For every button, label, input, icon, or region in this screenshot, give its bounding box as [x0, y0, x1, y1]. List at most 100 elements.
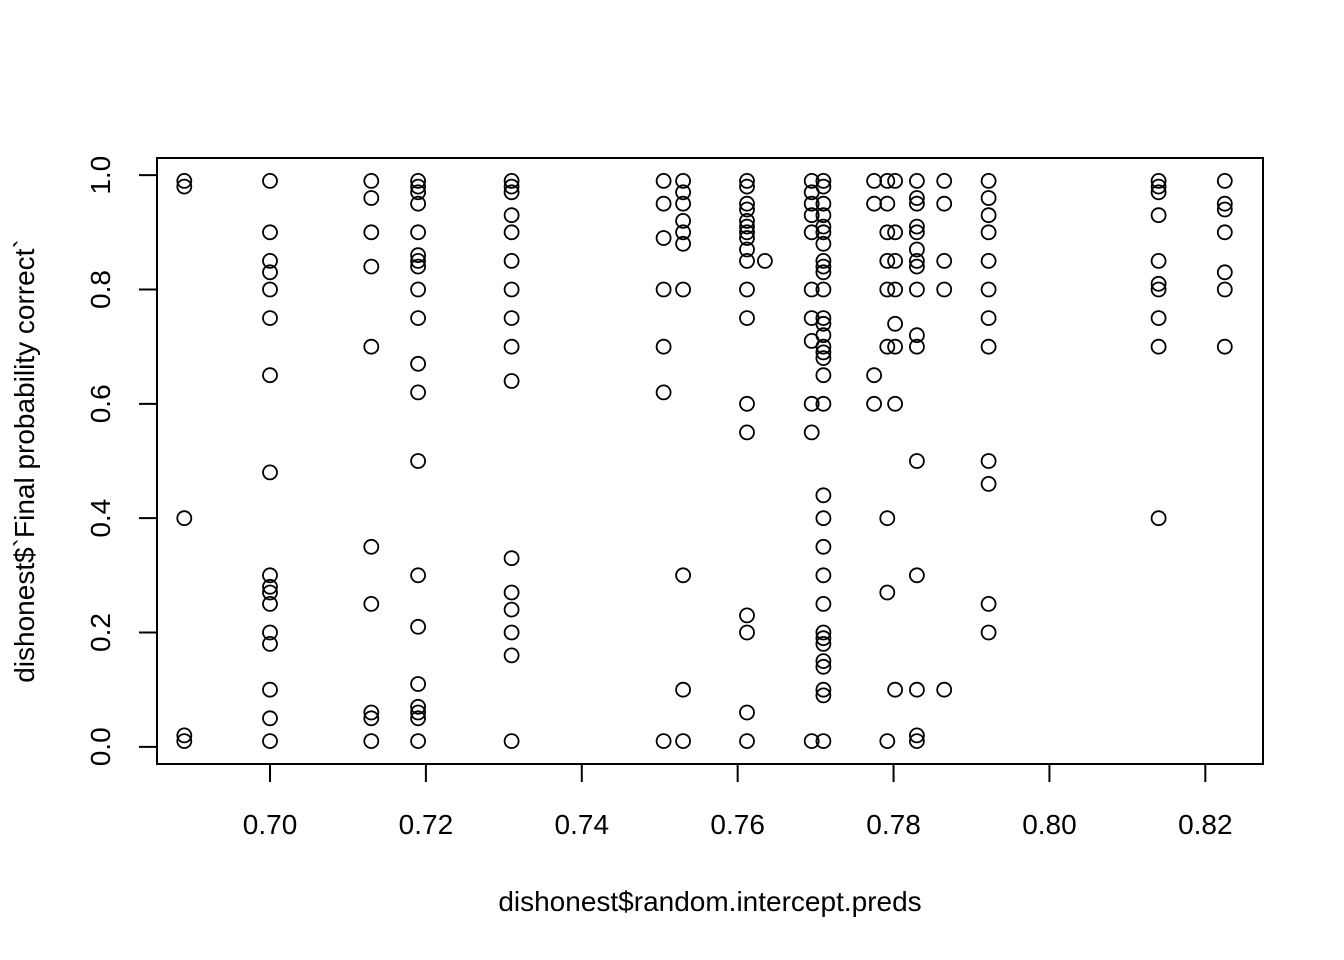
data-point: [815, 224, 832, 241]
data-point: [909, 195, 925, 212]
data-point: [879, 195, 896, 212]
data-point: [815, 367, 832, 384]
data-point: [739, 310, 755, 327]
data-point: [503, 281, 520, 298]
data-point: [887, 315, 903, 332]
x-tick-label: 0.78: [866, 809, 921, 840]
data-point: [363, 172, 380, 189]
data-point: [176, 733, 193, 749]
y-tick-label: 0.6: [85, 384, 116, 423]
y-tick-label: 0.2: [85, 613, 116, 652]
y-axis-title: dishonest$`Final probability correct`: [9, 239, 40, 683]
data-point: [675, 224, 691, 241]
data-point: [803, 424, 820, 441]
data-point: [675, 212, 691, 229]
data-point: [980, 338, 997, 355]
data-point: [675, 567, 691, 584]
data-point: [1150, 310, 1167, 327]
data-point: [503, 224, 520, 241]
data-point: [909, 727, 925, 744]
x-tick-label: 0.82: [1178, 809, 1233, 840]
data-point: [1216, 224, 1233, 241]
data-point: [410, 676, 427, 692]
data-point: [410, 184, 427, 201]
data-point: [410, 258, 427, 275]
data-point: [815, 338, 832, 355]
y-tick-label: 0.8: [85, 270, 116, 309]
data-point: [739, 218, 755, 235]
data-point: [739, 178, 755, 195]
data-point: [503, 624, 520, 641]
data-point: [675, 184, 691, 201]
data-point: [1150, 184, 1167, 201]
data-point: [866, 195, 882, 212]
data-point: [936, 195, 953, 212]
data-point: [815, 235, 832, 252]
data-point: [887, 681, 903, 698]
data-point: [1216, 338, 1233, 355]
data-point: [675, 172, 691, 189]
data-point: [815, 264, 832, 281]
data-point: [739, 230, 755, 246]
data-point: [739, 704, 755, 721]
data-point: [655, 281, 672, 298]
y-tick-label: 0.0: [85, 727, 116, 766]
data-point: [980, 310, 997, 327]
data-point: [262, 567, 278, 584]
data-point: [815, 653, 832, 669]
data-point: [655, 195, 672, 212]
data-point: [936, 681, 953, 698]
data-point: [803, 733, 820, 749]
data-point: [815, 315, 832, 332]
data-point: [815, 681, 832, 698]
data-point: [909, 241, 925, 258]
data-point: [1150, 338, 1167, 355]
data-point: [363, 704, 380, 721]
data-point: [262, 172, 278, 189]
data-point: [909, 681, 925, 698]
data-point: [815, 624, 832, 641]
x-tick-label: 0.74: [555, 809, 610, 840]
data-point: [815, 327, 832, 344]
data-point: [879, 733, 896, 749]
data-point: [739, 252, 755, 269]
data-point: [879, 224, 896, 241]
data-points: [176, 172, 1233, 749]
data-point: [980, 207, 997, 224]
data-point: [866, 367, 882, 384]
data-point: [815, 733, 832, 749]
data-point: [909, 172, 925, 189]
data-point: [410, 698, 427, 715]
data-point: [503, 172, 520, 189]
data-point: [879, 172, 896, 189]
data-point: [887, 338, 903, 355]
data-point: [262, 578, 278, 595]
x-tick-label: 0.76: [710, 809, 765, 840]
data-point: [887, 224, 903, 241]
data-point: [757, 252, 773, 269]
data-point: [936, 281, 953, 298]
data-point: [815, 252, 832, 269]
data-point: [675, 681, 691, 698]
data-point: [176, 178, 193, 195]
data-point: [262, 252, 278, 269]
data-point: [1150, 275, 1167, 292]
data-point: [1150, 510, 1167, 527]
data-point: [655, 230, 672, 246]
data-point: [887, 172, 903, 189]
data-point: [887, 281, 903, 298]
data-point: [866, 172, 882, 189]
data-point: [739, 212, 755, 229]
data-point: [410, 710, 427, 727]
data-point: [503, 647, 520, 664]
data-point: [739, 172, 755, 189]
data-point: [410, 310, 427, 327]
data-point: [1216, 195, 1233, 212]
data-point: [503, 550, 520, 567]
data-point: [909, 258, 925, 275]
data-point: [262, 224, 278, 241]
data-point: [410, 195, 427, 212]
data-point: [262, 681, 278, 698]
data-point: [410, 281, 427, 298]
